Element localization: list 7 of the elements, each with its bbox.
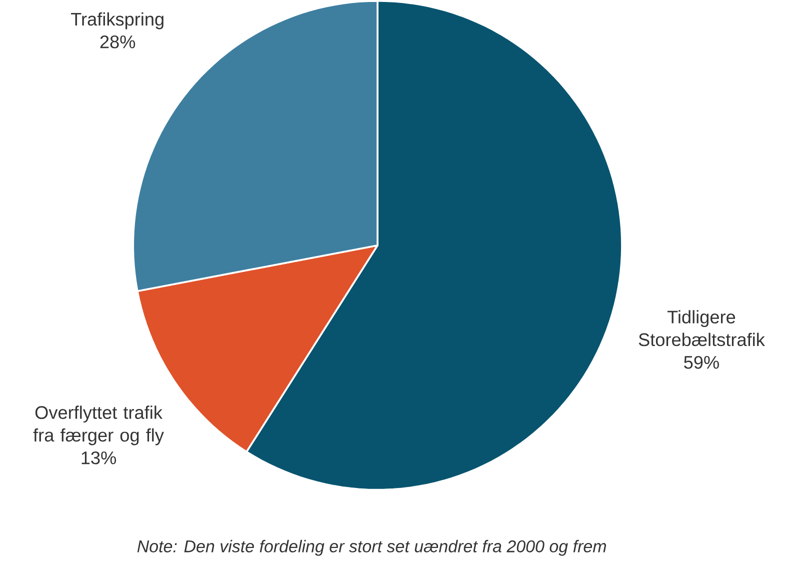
data-label: 59%: [684, 356, 719, 369]
slice-label: Trafikspring: [70, 12, 164, 30]
slice-label: Overflyttet trafik fra færger og fly: [33, 406, 164, 446]
data-label: 28%: [100, 35, 136, 48]
text: Note: Den viste fordeling er stort set uændret fra 2000 og frem: [137, 540, 606, 556]
slice-label: Tidligere Storebæltstrafik: [638, 310, 765, 346]
data-label: 13%: [82, 451, 116, 464]
